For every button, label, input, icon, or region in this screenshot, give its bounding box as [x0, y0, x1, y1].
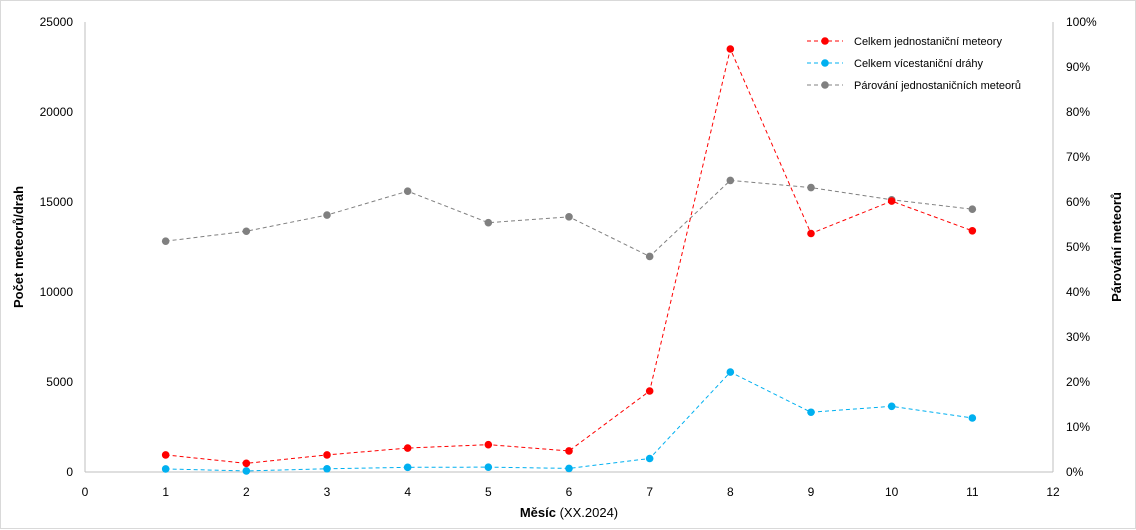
data-point — [645, 454, 654, 463]
x-tick-labels: 0 1 2 3 4 5 6 7 8 9 10 11 12 — [82, 485, 1060, 499]
y2-tick-label: 60% — [1066, 195, 1090, 209]
y2-tick-label: 100% — [1066, 15, 1097, 29]
y2-tick-label: 70% — [1066, 150, 1090, 164]
x-tick-label: 2 — [243, 485, 250, 499]
y-tick-label: 25000 — [40, 15, 74, 29]
y-axis-title: Počet meteorů/drah — [11, 186, 26, 308]
y2-tick-label: 80% — [1066, 105, 1090, 119]
y2-tick-label: 90% — [1066, 60, 1090, 74]
data-point — [484, 463, 493, 471]
legend-swatch-marker — [821, 59, 829, 67]
y2-tick-label: 40% — [1066, 285, 1090, 299]
data-point — [726, 176, 735, 185]
x-axis-title-bold: Měsíc — [520, 505, 556, 520]
y2-tick-label: 20% — [1066, 375, 1090, 389]
y2-tick-label: 0% — [1066, 465, 1084, 479]
data-point — [887, 197, 896, 205]
data-point — [968, 414, 977, 422]
y2-tick-label: 30% — [1066, 330, 1090, 344]
data-point — [645, 252, 654, 261]
y2-tick-label: 50% — [1066, 240, 1090, 254]
x-tick-label: 12 — [1046, 485, 1060, 499]
x-tick-label: 7 — [646, 485, 653, 499]
x-tick-label: 3 — [324, 485, 331, 499]
data-point — [565, 464, 573, 473]
data-point — [968, 205, 977, 213]
legend-label: Párování jednostaničních meteorů — [854, 80, 1021, 92]
data-point — [484, 440, 493, 449]
series-line — [165, 47, 973, 464]
legend-swatch-marker — [821, 81, 829, 89]
data-point — [807, 229, 815, 238]
data-point — [968, 227, 977, 235]
legend-item: Celkem vícestaniční dráhy — [807, 58, 983, 70]
data-point — [726, 45, 735, 53]
data-point — [565, 447, 573, 455]
data-point — [807, 183, 815, 192]
data-point — [726, 368, 735, 376]
data-point — [403, 187, 412, 195]
x-tick-label: 10 — [885, 485, 899, 499]
x-tick-label: 11 — [966, 485, 979, 499]
data-point — [807, 408, 815, 417]
y-tick-labels: 0 5000 10000 15000 20000 25000 — [40, 15, 74, 479]
y-tick-label: 20000 — [40, 105, 74, 119]
y-tick-label: 10000 — [40, 285, 74, 299]
data-point — [323, 451, 331, 459]
data-point — [645, 387, 654, 395]
data-point — [161, 451, 170, 459]
x-tick-label: 9 — [808, 485, 815, 499]
x-tick-label: 4 — [404, 485, 411, 499]
y-tick-label: 0 — [66, 465, 73, 479]
data-point — [161, 465, 170, 473]
series-2 — [161, 368, 977, 475]
data-point — [323, 211, 331, 219]
y2-tick-label: 10% — [1066, 420, 1090, 434]
y-tick-label: 15000 — [40, 195, 74, 209]
x-tick-label: 6 — [566, 485, 573, 499]
legend-swatch-marker — [821, 37, 829, 45]
legend-label: Celkem jednostaniční meteory — [854, 36, 1002, 48]
y2-axis-title: Párování meteorů — [1109, 192, 1124, 302]
data-point — [565, 213, 573, 221]
series-3 — [161, 176, 977, 261]
x-tick-label: 8 — [727, 485, 734, 499]
x-tick-label: 1 — [162, 485, 169, 499]
legend-item: Celkem jednostaniční meteory — [807, 36, 1002, 48]
x-axis-title-rest: (XX.2024) — [556, 505, 618, 520]
legend: Celkem jednostaniční meteory Celkem víces… — [807, 36, 1021, 92]
data-point — [242, 467, 251, 475]
x-tick-label: 5 — [485, 485, 492, 499]
y-tick-label: 5000 — [46, 375, 73, 389]
data-point — [403, 463, 412, 472]
legend-label: Celkem vícestaniční dráhy — [854, 58, 983, 70]
data-point — [242, 227, 251, 236]
data-point — [403, 444, 412, 452]
legend-item: Párování jednostaničních meteorů — [807, 80, 1021, 92]
data-point — [484, 218, 493, 227]
data-point — [161, 237, 170, 245]
x-tick-label: 0 — [82, 485, 89, 499]
series-1 — [161, 45, 977, 468]
series-layer — [161, 45, 977, 475]
y2-tick-labels: 0% 10% 20% 30% 40% 50% 60% 70% 80% 90% 100% — [1066, 15, 1097, 479]
series-line — [165, 371, 973, 472]
x-axis-title: Měsíc (XX.2024) — [520, 505, 618, 520]
data-point — [323, 464, 331, 473]
data-point — [242, 459, 251, 468]
data-point — [887, 402, 896, 411]
